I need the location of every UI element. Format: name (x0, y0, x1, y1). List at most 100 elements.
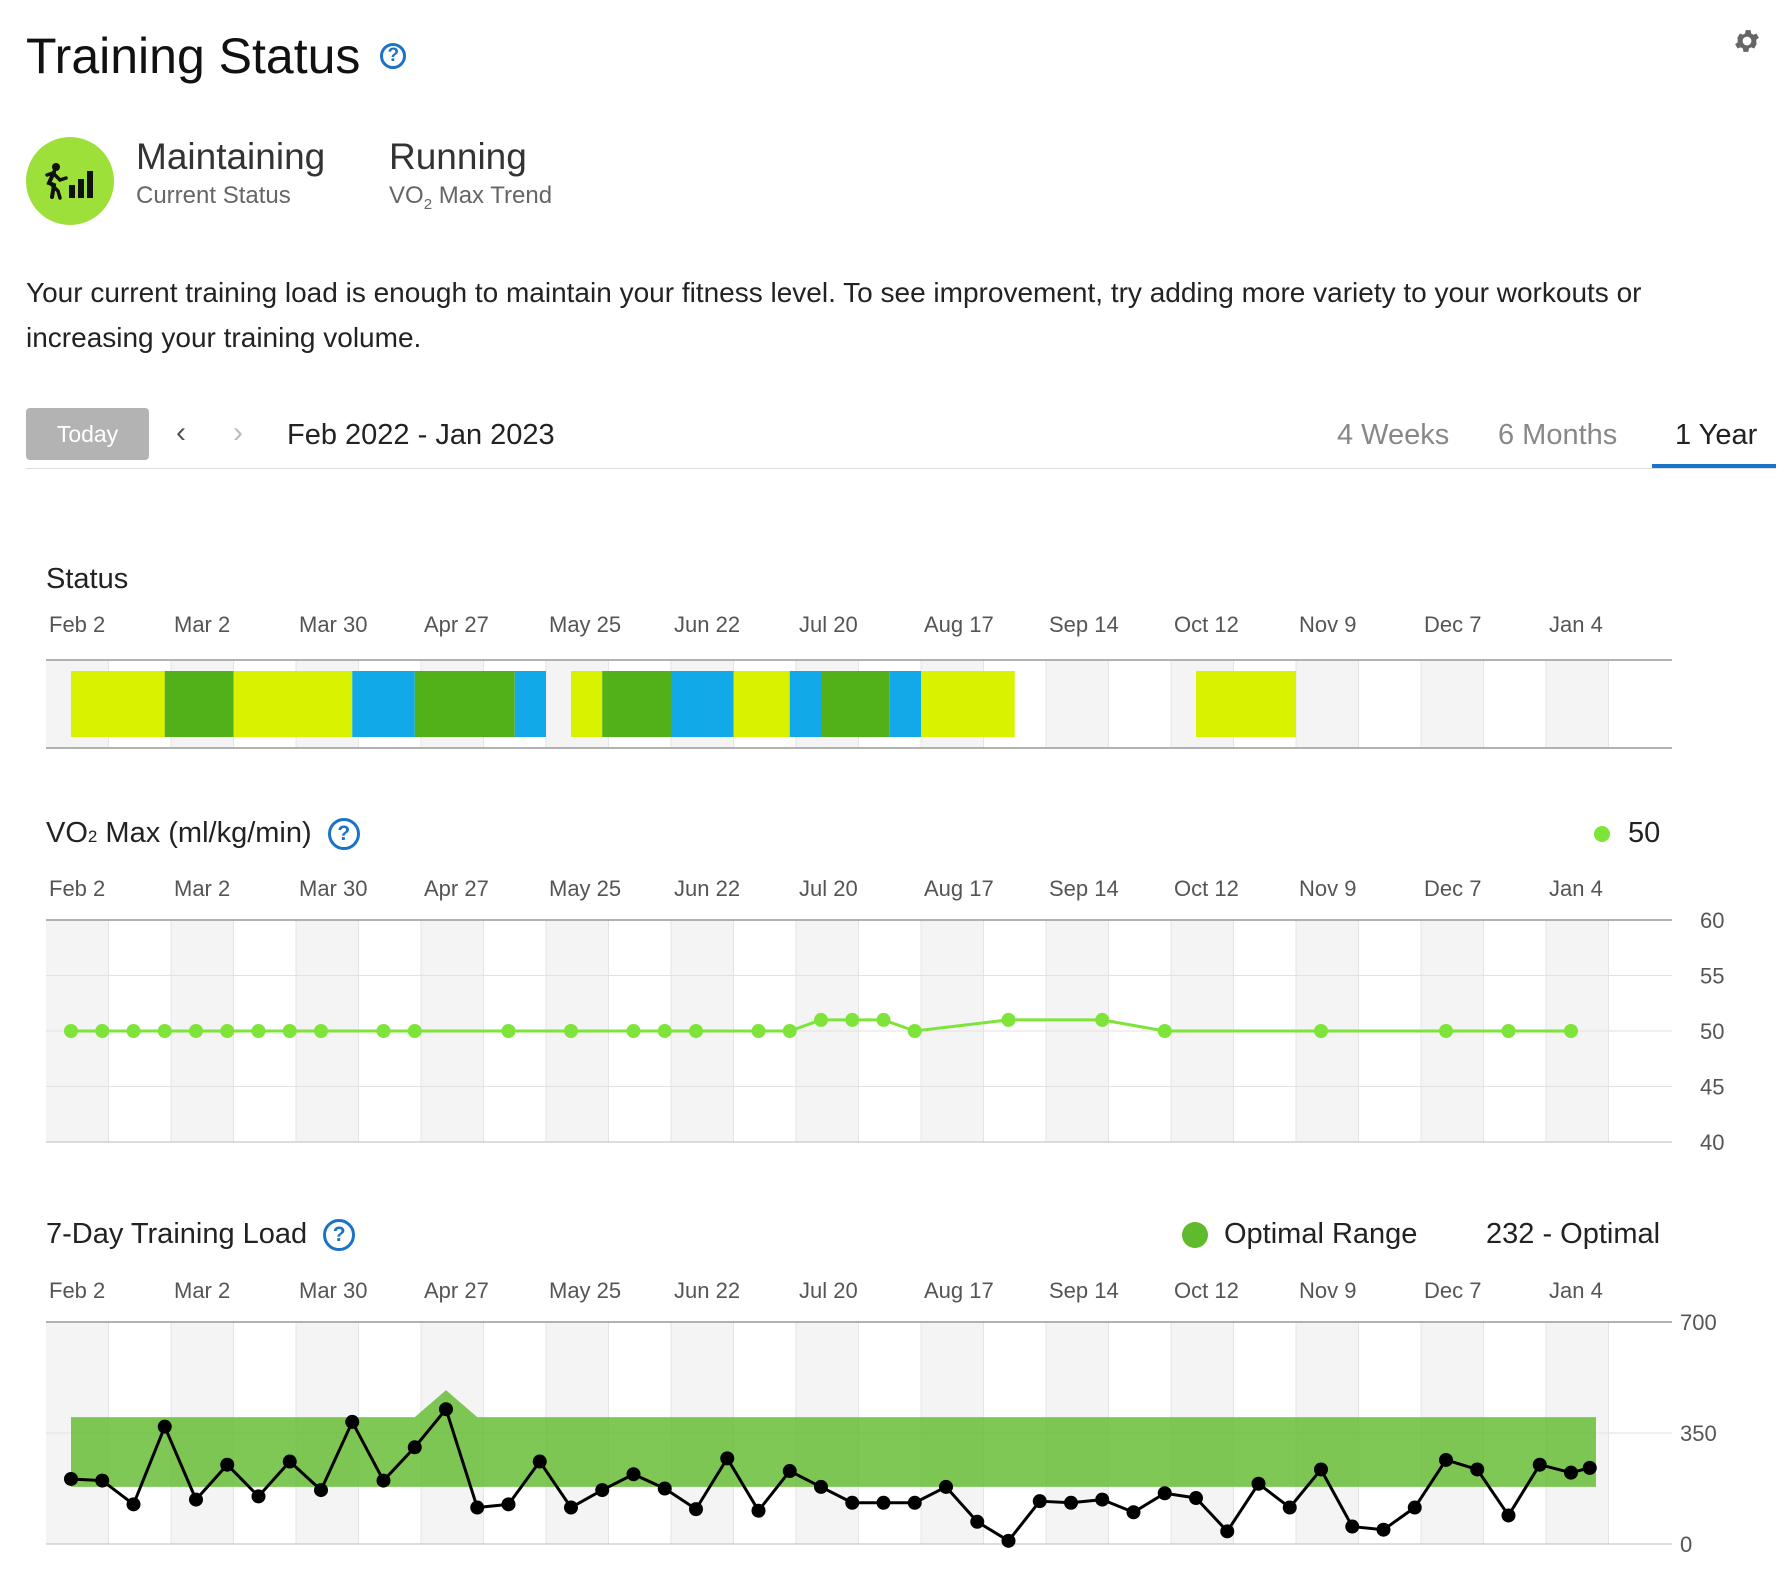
load-point (720, 1451, 735, 1466)
vo2-x-tick: Sep 14 (1049, 876, 1119, 901)
status-band (1296, 660, 1359, 748)
vo2-x-tick: Mar 2 (174, 876, 230, 901)
status-x-tick: Mar 30 (299, 612, 367, 637)
status-segment-maintaining (1196, 671, 1296, 737)
vo2-point (1001, 1012, 1016, 1027)
load-point (1582, 1460, 1597, 1475)
status-x-tick: Jan 4 (1549, 612, 1603, 637)
status-segment-peaking (352, 671, 415, 737)
status-x-tick: Feb 2 (49, 612, 105, 637)
status-segment-productive (414, 671, 515, 737)
vo2-point (1439, 1024, 1453, 1038)
load-point (470, 1500, 485, 1515)
status-segment-peaking (889, 671, 921, 737)
status-segment-maintaining (733, 671, 790, 737)
load-point (1095, 1492, 1110, 1507)
load-point (220, 1457, 235, 1472)
status-chart: Feb 2 Mar 2 Mar 30 Apr 27 May 25 Jun 22 Jul 20… (46, 612, 1672, 749)
status-segment-maintaining (921, 671, 1015, 737)
vo2-point (314, 1024, 328, 1038)
status-x-tick: Oct 12 (1174, 612, 1239, 637)
load-x-tick: Mar 2 (174, 1278, 230, 1303)
vo2-point (376, 1024, 391, 1038)
vo2-x-tick: Oct 12 (1174, 876, 1239, 901)
load-y-tick: 350 (1680, 1421, 1717, 1446)
vo2-x-tick: Jun 22 (674, 876, 740, 901)
vo2-y-tick: 50 (1700, 1019, 1724, 1044)
vo2-point (220, 1024, 235, 1038)
tab-4-weeks[interactable]: 4 Weeks (1337, 419, 1450, 451)
load-point (1314, 1462, 1328, 1477)
vo2-legend-dot (1594, 825, 1610, 842)
load-point (1501, 1508, 1516, 1523)
load-point (564, 1500, 578, 1515)
status-band (1546, 660, 1609, 748)
status-segment-productive (602, 671, 671, 737)
load-point (407, 1440, 422, 1455)
load-y-tick: 700 (1680, 1310, 1717, 1335)
load-point (251, 1489, 266, 1504)
vo2-point (751, 1024, 766, 1038)
load-y-tick: 0 (1680, 1532, 1692, 1557)
load-x-tick: Sep 14 (1049, 1278, 1119, 1303)
vo2-x-tick: Jul 20 (799, 876, 858, 901)
status-segment-productive (821, 671, 890, 737)
status-chart-title: Status (46, 563, 129, 595)
load-point (439, 1402, 453, 1417)
vo2-point (1157, 1024, 1172, 1038)
status-x-tick: May 25 (549, 612, 621, 637)
load-point (814, 1479, 828, 1494)
load-point (1470, 1462, 1485, 1477)
status-segment-peaking (789, 671, 821, 737)
vo2-point (157, 1024, 172, 1038)
today-button[interactable]: Today (26, 408, 149, 460)
load-point (1532, 1457, 1547, 1472)
load-point (939, 1479, 953, 1494)
status-band (1046, 660, 1109, 748)
tab-6-months[interactable]: 6 Months (1498, 419, 1618, 451)
vo2-point (282, 1024, 297, 1038)
gear-icon[interactable] (1732, 26, 1762, 56)
question-circle-icon[interactable]: ? (327, 818, 360, 851)
load-point (1407, 1500, 1422, 1515)
load-point (1189, 1491, 1203, 1506)
load-x-tick: Nov 9 (1299, 1278, 1356, 1303)
vo2-point (845, 1012, 860, 1027)
vo2-point (814, 1012, 828, 1027)
load-point (345, 1414, 360, 1429)
vo2-point (907, 1024, 922, 1038)
vo2-point (1564, 1024, 1578, 1038)
tab-1-year[interactable]: 1 Year (1675, 419, 1758, 451)
load-legend: Optimal Range (1182, 1218, 1417, 1251)
status-description: Your current training load is enough to … (26, 277, 1642, 353)
vo2-trend-value: Running (389, 136, 527, 177)
vo2-point (626, 1024, 641, 1038)
load-point (907, 1495, 922, 1510)
load-point (501, 1497, 516, 1512)
load-point (189, 1492, 203, 1507)
load-x-tick: Apr 27 (424, 1278, 489, 1303)
chevron-left-icon[interactable]: ‹ (176, 416, 186, 449)
load-x-tick: May 25 (549, 1278, 621, 1303)
vo2-x-tick: Dec 7 (1424, 876, 1481, 901)
load-point (157, 1419, 172, 1434)
load-point (1032, 1494, 1047, 1509)
question-circle-icon[interactable]: ? (380, 42, 407, 69)
vo2-legend-value: 50 (1628, 817, 1661, 849)
question-circle-icon[interactable]: ? (323, 1219, 356, 1252)
load-x-tick: Jun 22 (674, 1278, 740, 1303)
vo2-x-tick: Nov 9 (1299, 876, 1356, 901)
current-status-value: Maintaining (136, 136, 326, 177)
load-point (1220, 1524, 1235, 1539)
load-point (689, 1502, 703, 1517)
load-point (532, 1454, 547, 1469)
status-badge (26, 137, 114, 225)
vo2-point (64, 1024, 78, 1038)
load-point (845, 1495, 860, 1510)
chevron-right-icon[interactable]: › (233, 416, 243, 449)
vo2-point (126, 1024, 141, 1038)
load-point (1564, 1465, 1578, 1480)
status-segment-maintaining (233, 671, 353, 737)
load-point (314, 1483, 328, 1498)
status-segment-productive (164, 671, 234, 737)
